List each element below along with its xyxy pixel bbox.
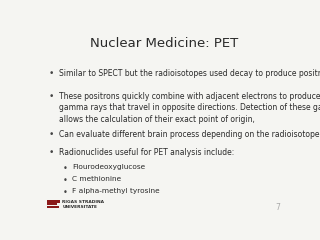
Text: Flourodeoxyglucose: Flourodeoxyglucose: [72, 164, 145, 170]
Text: Nuclear Medicine: PET: Nuclear Medicine: PET: [90, 37, 238, 50]
Text: 7: 7: [276, 203, 281, 212]
Text: •: •: [49, 130, 54, 138]
Text: Can evaluate different brain process depending on the radioisotope selected.: Can evaluate different brain process dep…: [59, 130, 320, 138]
Bar: [47, 204, 57, 205]
Text: •: •: [49, 92, 54, 101]
Text: •: •: [62, 164, 67, 173]
Text: F alpha-methyl tyrosine: F alpha-methyl tyrosine: [72, 188, 160, 194]
Text: •: •: [62, 176, 67, 185]
Bar: [47, 200, 60, 203]
Bar: [47, 206, 59, 208]
Text: •: •: [62, 188, 67, 197]
Text: These positrons quickly combine with adjacent electrons to produce two
gamma ray: These positrons quickly combine with adj…: [59, 92, 320, 124]
Text: Similar to SPECT but the radioisotopes used decay to produce positrons: Similar to SPECT but the radioisotopes u…: [59, 69, 320, 78]
Text: RIGAS STRADINA
UNIVERSITATE: RIGAS STRADINA UNIVERSITATE: [62, 200, 104, 209]
Text: C methionine: C methionine: [72, 176, 121, 182]
Text: •: •: [49, 69, 54, 78]
Text: Radionuclides useful for PET analysis include:: Radionuclides useful for PET analysis in…: [59, 148, 234, 157]
Text: •: •: [49, 148, 54, 157]
